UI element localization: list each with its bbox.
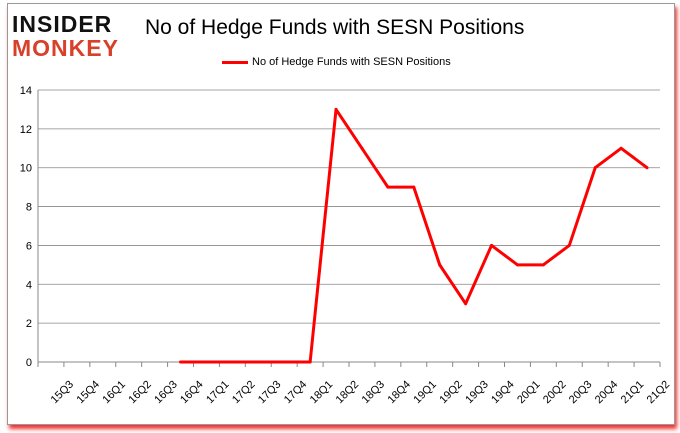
data-point: [360, 146, 364, 150]
data-point: [179, 360, 183, 364]
y-tick-label: 12: [20, 124, 32, 136]
data-point: [412, 185, 416, 189]
series-line: [180, 107, 648, 364]
x-tick-label: 20Q4: [593, 379, 621, 407]
x-tick-label: 20Q2: [541, 379, 569, 407]
y-tick-label: 10: [20, 163, 32, 175]
logo-line2: MONKEY: [12, 35, 119, 61]
data-point: [230, 360, 234, 364]
x-tick-label: 15Q3: [49, 379, 77, 407]
x-tick-label: 20Q1: [515, 379, 543, 407]
data-point: [334, 107, 338, 111]
y-tick-label: 14: [20, 85, 32, 97]
data-point: [593, 166, 597, 170]
y-tick-label: 0: [26, 357, 32, 369]
x-tick-label: 15Q4: [75, 379, 103, 407]
data-point: [256, 360, 260, 364]
data-point: [438, 263, 442, 267]
legend: No of Hedge Funds with SESN Positions: [222, 56, 451, 68]
logo-line1: INSIDER: [12, 11, 113, 37]
legend-swatch: [222, 60, 248, 64]
x-tick-label: 18Q2: [334, 379, 362, 407]
data-point: [515, 263, 519, 267]
x-tick-label: 18Q4: [386, 379, 414, 407]
x-tick-label: 16Q4: [178, 379, 206, 407]
y-tick-label: 4: [26, 279, 32, 291]
x-tick-label: 19Q4: [489, 379, 517, 407]
x-tick-label: 16Q3: [152, 379, 180, 407]
x-tick-label: 18Q1: [308, 379, 336, 407]
chart-title: No of Hedge Funds with SESN Positions: [145, 16, 525, 39]
data-point: [567, 243, 571, 247]
data-point: [386, 185, 390, 189]
x-tick-label: 16Q1: [100, 379, 128, 407]
data-point: [308, 360, 312, 364]
y-tick-label: 2: [26, 318, 32, 330]
data-point: [282, 360, 286, 364]
x-tick-label: 19Q2: [437, 379, 465, 407]
data-point: [619, 146, 623, 150]
data-point: [541, 263, 545, 267]
chart-frame: [7, 3, 675, 425]
x-tick-label: 17Q2: [230, 379, 258, 407]
y-tick-label: 6: [26, 240, 32, 252]
x-tick-label: 17Q1: [204, 379, 232, 407]
insider-monkey-logo: INSIDER MONKEY: [12, 12, 119, 60]
x-tick-label: 20Q3: [567, 379, 595, 407]
legend-label: No of Hedge Funds with SESN Positions: [252, 56, 451, 68]
x-tick-label: 21Q1: [619, 379, 647, 407]
x-tick-label: 17Q3: [256, 379, 284, 407]
x-tick-label: 19Q3: [463, 379, 491, 407]
data-point: [490, 243, 494, 247]
x-tick-label: 18Q3: [360, 379, 388, 407]
x-tick-label: 16Q2: [126, 379, 154, 407]
x-tick-label: 21Q2: [645, 379, 673, 407]
y-tick-label: 8: [26, 202, 32, 214]
data-point: [464, 302, 468, 306]
data-point: [645, 166, 649, 170]
x-tick-label: 19Q1: [411, 379, 439, 407]
data-point: [204, 360, 208, 364]
x-tick-label: 17Q4: [282, 379, 310, 407]
